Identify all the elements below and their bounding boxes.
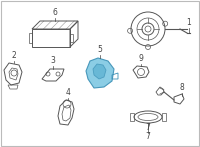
- Text: 5: 5: [98, 45, 102, 54]
- Text: 6: 6: [53, 8, 57, 17]
- Polygon shape: [93, 64, 106, 79]
- Text: 2: 2: [12, 51, 16, 60]
- Text: 8: 8: [180, 83, 184, 92]
- Text: 4: 4: [66, 88, 70, 97]
- Text: 3: 3: [51, 56, 55, 65]
- Polygon shape: [86, 58, 114, 88]
- Text: 7: 7: [146, 132, 150, 141]
- Text: 7: 7: [146, 123, 150, 132]
- Text: 9: 9: [139, 54, 143, 63]
- Text: 1: 1: [187, 18, 191, 27]
